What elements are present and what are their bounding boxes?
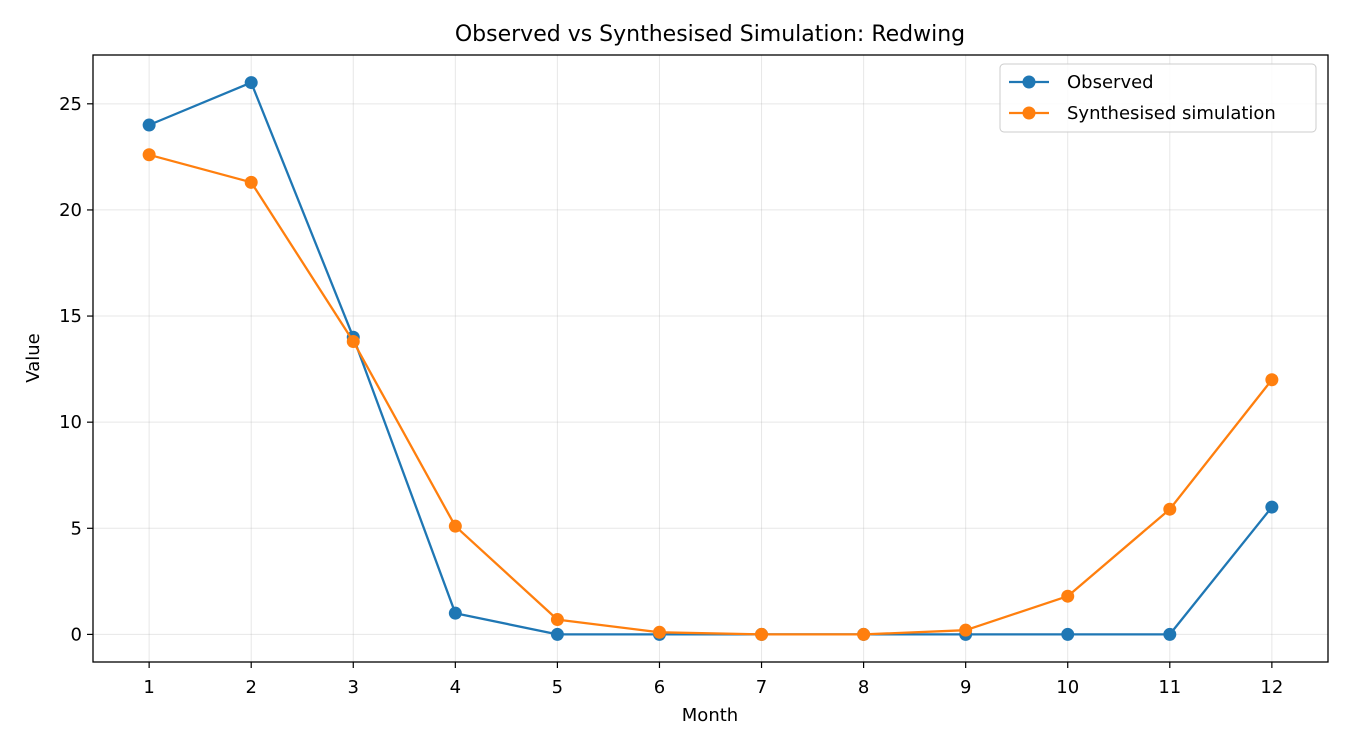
x-tick-label: 4 [450, 677, 461, 698]
x-axis-ticks: 1 2 3 4 5 6 7 8 9 10 11 12 [143, 662, 1283, 698]
x-tick-label: 6 [654, 677, 665, 698]
data-point [346, 335, 360, 349]
data-point [857, 627, 871, 641]
data-point [1163, 502, 1177, 516]
x-tick-label: 3 [348, 677, 359, 698]
legend-label: Synthesised simulation [1067, 103, 1276, 124]
legend: Observed Synthesised simulation [999, 63, 1317, 133]
data-point [244, 175, 258, 189]
data-point [550, 627, 564, 641]
x-tick-label: 10 [1056, 677, 1079, 698]
grid-lines [93, 55, 1328, 662]
data-point [550, 613, 564, 627]
x-tick-label: 2 [245, 677, 256, 698]
y-tick-label: 5 [71, 518, 82, 539]
x-axis-label: Month [682, 705, 738, 726]
y-tick-label: 0 [71, 624, 82, 645]
x-tick-label: 8 [858, 677, 869, 698]
y-tick-label: 15 [59, 306, 82, 327]
data-point [1265, 500, 1279, 514]
y-axis-ticks: 0 5 10 15 20 25 [59, 94, 93, 645]
y-tick-label: 25 [59, 94, 82, 115]
data-point [959, 623, 973, 637]
data-point [448, 606, 462, 620]
legend-item: Observed [1009, 72, 1154, 93]
data-point [1061, 589, 1075, 603]
legend-marker [1022, 75, 1036, 89]
data-point [244, 76, 258, 90]
x-tick-label: 5 [552, 677, 563, 698]
x-tick-label: 1 [143, 677, 154, 698]
series-line [148, 153, 1273, 636]
plot-frame [92, 54, 1329, 663]
legend-box [999, 63, 1317, 133]
data-point [755, 627, 769, 641]
legend-label: Observed [1067, 72, 1154, 93]
series-layer [142, 76, 1279, 641]
data-point [1061, 627, 1075, 641]
x-tick-label: 11 [1158, 677, 1181, 698]
series-2 [142, 148, 1279, 641]
data-point [1163, 627, 1177, 641]
data-point [652, 625, 666, 639]
data-point [142, 148, 156, 162]
y-tick-label: 20 [59, 200, 82, 221]
x-tick-label: 12 [1260, 677, 1283, 698]
legend-item: Synthesised simulation [1009, 103, 1276, 124]
x-tick-label: 7 [756, 677, 767, 698]
legend-marker [1022, 106, 1036, 120]
x-tick-label: 9 [960, 677, 971, 698]
y-axis-label: Value [23, 333, 44, 382]
data-point [1265, 373, 1279, 387]
chart-title: Observed vs Synthesised Simulation: Redw… [455, 22, 965, 47]
y-tick-label: 10 [59, 412, 82, 433]
data-point [448, 519, 462, 533]
data-point [142, 118, 156, 132]
